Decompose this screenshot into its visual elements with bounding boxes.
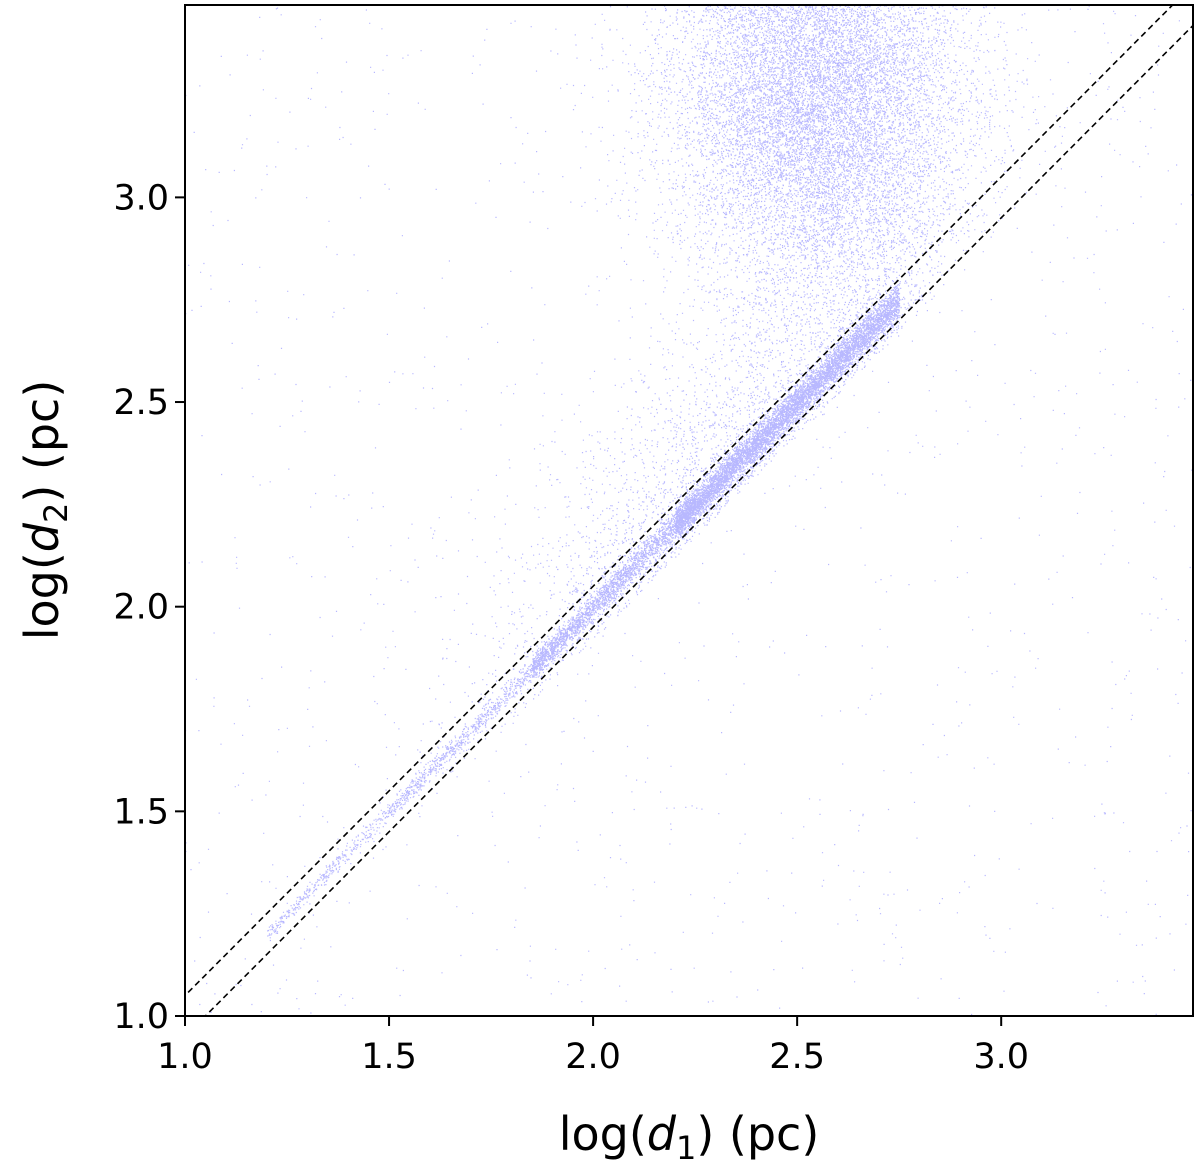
x-axis: 1.0 1.5 2.0 2.5 3.0 [157,1016,1029,1077]
x-axis-label: log(d1) (pc) [559,1107,820,1167]
plot-area [184,4,1194,1017]
reference-line [185,5,1174,997]
y-tick-label: 2.5 [113,383,169,423]
plot-background [185,5,1193,1016]
x-tick-label: 1.0 [157,1037,213,1077]
y-axis: 1.0 1.5 2.0 2.5 3.0 [113,178,185,1037]
plot-frame [184,4,1194,1017]
x-tick-label: 2.5 [769,1037,825,1077]
x-tick-label: 1.5 [361,1037,417,1077]
y-tick-label: 1.0 [113,997,169,1037]
y-axis-label: log(d2) (pc) [15,380,75,641]
x-tick-label: 2.0 [565,1037,621,1077]
scatter-point [185,5,1193,1016]
y-tick-label: 1.5 [113,792,169,832]
reference-lines [185,5,1193,1016]
reference-line [204,24,1193,1016]
data-points [185,5,1193,1016]
y-tick-label: 3.0 [113,178,169,218]
x-tick-label: 3.0 [973,1037,1029,1077]
y-tick-label: 2.0 [113,588,169,628]
